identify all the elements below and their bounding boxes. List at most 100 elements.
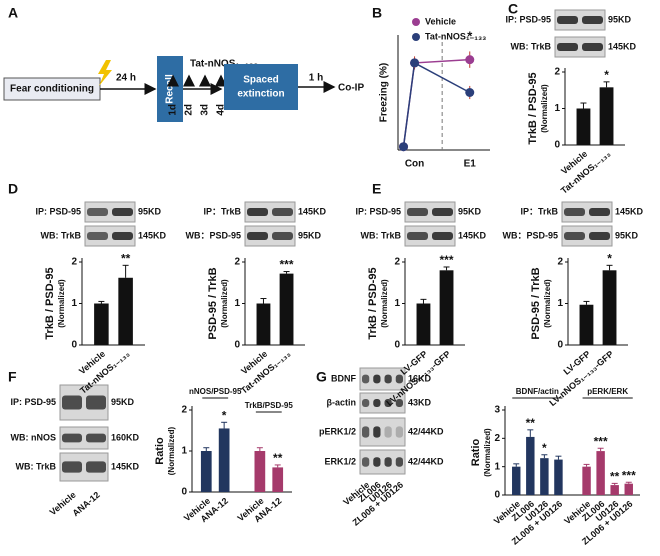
day-label: 3d <box>200 104 211 116</box>
y-tick-label: 0 <box>394 340 400 351</box>
bar <box>254 451 266 492</box>
annotation: *** <box>280 258 294 272</box>
panel-letter: B <box>372 5 382 21</box>
blot-label: IP：TrkB <box>520 206 558 216</box>
y-tick-label: 1 <box>394 298 400 309</box>
blot-band <box>272 208 293 216</box>
blot-band <box>247 208 268 216</box>
bar <box>610 485 619 495</box>
blot-band <box>384 457 392 467</box>
blot-band <box>87 232 108 240</box>
bar <box>200 451 212 492</box>
point <box>410 58 420 68</box>
blot-band <box>272 232 293 240</box>
panel-letter: A <box>8 5 18 21</box>
blot-band <box>62 395 82 410</box>
x-tick-label: E1 <box>464 159 477 170</box>
blot-frame <box>244 201 296 223</box>
y-tick-label: 2 <box>554 67 560 78</box>
y-tick-label: 2 <box>557 257 563 268</box>
y-tick-label: 0 <box>494 490 500 501</box>
blot-label: IP: PSD-95 <box>505 14 551 24</box>
bar <box>602 270 617 345</box>
blot-label: WB: TrkB <box>16 461 57 471</box>
panel-letters: A B C D E F G <box>8 1 518 385</box>
y-tick-label: 2 <box>394 257 400 268</box>
step-label: Spaced <box>243 75 279 86</box>
point <box>465 88 475 97</box>
y-axis-note: (Normalized) <box>540 84 549 133</box>
annotation: ** <box>610 470 620 484</box>
group-label: TrkB/PSD-95 <box>245 401 294 410</box>
group-label: nNOS/PSD-95 <box>189 387 242 396</box>
blot-frame <box>561 225 613 247</box>
blot-label: ERK1/2 <box>324 456 356 466</box>
blot-band <box>589 208 610 216</box>
blot-label: WB：PSD-95 <box>185 230 241 240</box>
panel-letter: C <box>508 1 518 17</box>
blot-band <box>557 16 578 24</box>
y-axis-label: Ratio <box>154 437 166 465</box>
annotation: * <box>542 441 547 455</box>
annotation: *** <box>622 468 636 482</box>
blot-size: 145KD <box>298 206 327 216</box>
annotation: ** <box>121 251 131 265</box>
y-axis-label: Freezing (%) <box>379 63 390 122</box>
bar <box>118 277 133 345</box>
blot-frame <box>84 225 136 247</box>
y-tick-label: 1 <box>554 103 560 114</box>
y-tick-label: 0 <box>234 340 240 351</box>
blot-band <box>564 208 585 216</box>
y-tick-label: 1 <box>71 298 77 309</box>
blot-band <box>362 374 370 384</box>
blot-frame <box>404 225 456 247</box>
blot-label: WB：PSD-95 <box>502 230 558 240</box>
blot-frame <box>244 225 296 247</box>
bar <box>279 273 294 345</box>
blot-band <box>62 433 82 443</box>
bar <box>624 483 633 495</box>
blot-band <box>384 374 392 384</box>
y-tick-label: 2 <box>71 257 77 268</box>
y-axis-label: PSD-95 / TrkB <box>530 267 542 339</box>
y-axis-label: TrkB / PSD-95 <box>527 72 539 144</box>
bar <box>94 303 109 345</box>
blot-band <box>432 208 453 216</box>
blot-size: 95KD <box>608 14 632 24</box>
panel-letter: F <box>8 369 17 385</box>
y-tick-label: 0 <box>557 340 563 351</box>
blot-frame <box>84 201 136 223</box>
blot-size: 16KD <box>408 373 432 383</box>
lane-label: ANA-12 <box>70 490 101 519</box>
y-tick-label: 1 <box>234 298 240 309</box>
blot-band <box>582 43 603 51</box>
blot-size: 95KD <box>138 206 162 216</box>
bar <box>512 466 521 495</box>
blot-band <box>432 232 453 240</box>
bar <box>218 428 230 492</box>
delay-label: 1 h <box>309 73 323 84</box>
y-tick-label: 2 <box>181 405 187 416</box>
blot-band <box>395 457 403 467</box>
bar <box>439 270 454 345</box>
blot-size: 95KD <box>615 230 639 240</box>
y-tick-label: 1 <box>181 446 187 457</box>
y-tick-label: 0 <box>554 140 560 151</box>
blot-band <box>395 426 403 438</box>
box <box>224 64 298 110</box>
blot-band <box>112 208 133 216</box>
blot-label: BDNF <box>331 373 356 383</box>
annotation: *** <box>594 434 608 448</box>
annotation: ** <box>273 451 283 465</box>
blot-band <box>557 43 578 51</box>
blot-label: IP: PSD-95 <box>35 206 81 216</box>
blot-band <box>362 457 370 467</box>
day-label: 2d <box>184 104 195 116</box>
blot-size: 145KD <box>138 230 167 240</box>
blot-band <box>87 208 108 216</box>
blot-size: 145KD <box>615 206 644 216</box>
y-tick-label: 2 <box>234 257 240 268</box>
blot-size: 145KD <box>458 230 487 240</box>
blot-band <box>395 399 403 407</box>
